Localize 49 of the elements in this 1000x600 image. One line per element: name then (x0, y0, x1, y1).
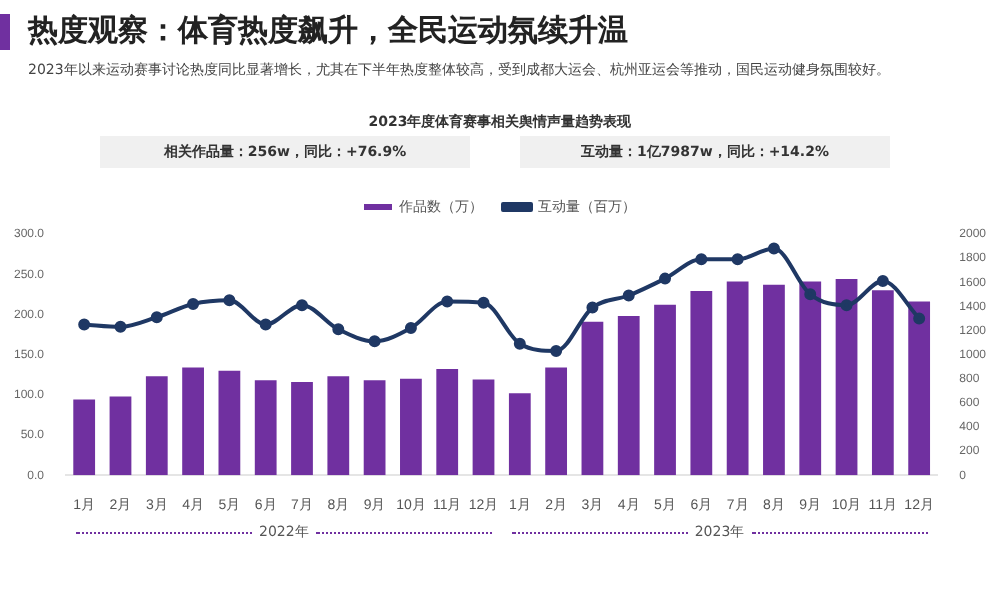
point (187, 297, 200, 310)
bar (73, 399, 96, 476)
point (150, 311, 163, 324)
bar (654, 304, 676, 476)
bar (254, 380, 277, 476)
point (259, 318, 272, 331)
point (731, 253, 744, 266)
point (332, 323, 345, 336)
bar (109, 396, 132, 476)
point (513, 337, 526, 350)
point (804, 288, 817, 301)
bar (908, 301, 931, 476)
bar (690, 291, 713, 476)
point (913, 312, 926, 325)
point (695, 253, 708, 266)
bar (218, 370, 241, 476)
bar (363, 380, 386, 476)
bar (400, 378, 422, 476)
bar (327, 376, 350, 476)
chart-title: 热度观察：体育热度飙升，全民运动氛续升温 (28, 12, 628, 50)
bar (145, 376, 168, 476)
bar (799, 281, 822, 476)
bar (871, 290, 894, 476)
point (840, 299, 853, 312)
point (114, 320, 127, 333)
point (550, 344, 563, 357)
point (404, 322, 417, 335)
point (876, 275, 889, 288)
bar (617, 316, 640, 476)
bar (545, 367, 568, 476)
point (767, 242, 780, 255)
point (223, 294, 236, 307)
bar (835, 279, 858, 476)
bar (182, 367, 204, 476)
point (477, 296, 490, 309)
point (441, 295, 454, 308)
bar (291, 381, 313, 476)
bar (581, 321, 604, 476)
bar (436, 369, 459, 476)
point (296, 299, 308, 312)
point (78, 318, 91, 331)
bar (472, 379, 495, 476)
bar (726, 281, 749, 476)
point (659, 272, 672, 285)
bar (508, 393, 531, 476)
point (368, 335, 381, 348)
point (586, 301, 599, 314)
point (622, 289, 635, 302)
bar (763, 284, 785, 476)
